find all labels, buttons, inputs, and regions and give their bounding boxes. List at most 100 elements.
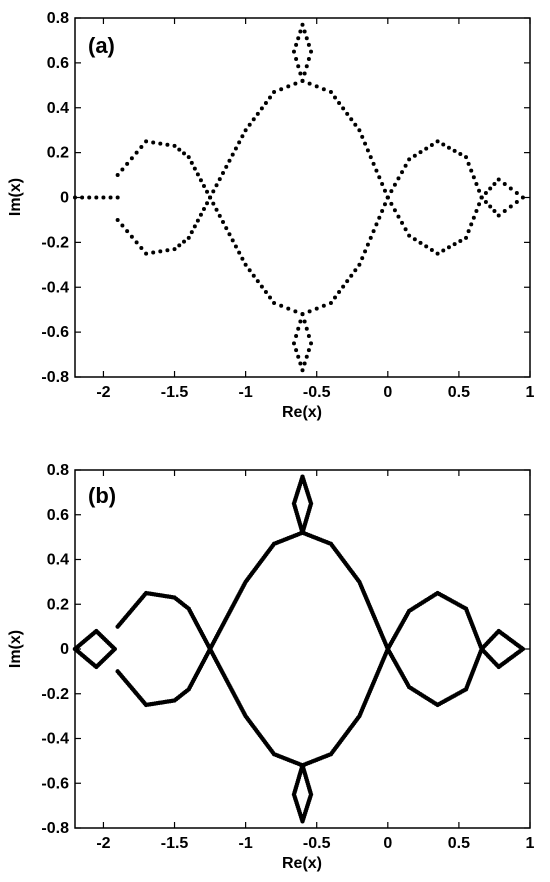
x-tick-label: -2	[96, 835, 110, 852]
data-point	[508, 186, 513, 191]
data-point	[488, 204, 493, 209]
data-point	[328, 90, 333, 95]
data-point	[259, 284, 264, 289]
data-point	[349, 273, 354, 278]
data-point	[429, 143, 434, 147]
data-point	[214, 207, 219, 212]
data-point	[502, 182, 507, 187]
data-point	[294, 348, 299, 353]
data-point	[80, 195, 85, 200]
data-point	[286, 84, 291, 89]
data-point	[172, 247, 177, 252]
data-point	[321, 87, 326, 92]
data-point	[306, 56, 311, 61]
x-tick-label: 0	[383, 835, 392, 852]
y-tick-label: -0.6	[41, 775, 69, 792]
x-axis-title: Re(x)	[282, 404, 322, 421]
data-point	[302, 71, 307, 76]
x-tick-label: -1	[239, 384, 253, 401]
y-tick-label: 0.2	[47, 596, 69, 613]
data-point	[247, 122, 252, 127]
data-point	[125, 161, 130, 166]
data-point	[182, 239, 187, 244]
x-tick-label: -1.5	[161, 384, 189, 401]
y-tick-label: 0.4	[47, 552, 69, 569]
data-point	[345, 111, 350, 116]
data-point	[165, 248, 170, 253]
data-point	[452, 242, 457, 247]
data-point	[400, 220, 405, 225]
data-point	[337, 290, 342, 295]
data-point	[412, 153, 417, 158]
data-point	[101, 195, 106, 200]
data-point	[240, 134, 245, 139]
data-point	[446, 145, 451, 150]
data-point	[300, 312, 305, 317]
data-point	[424, 244, 429, 249]
data-point	[389, 201, 394, 206]
data-point	[368, 235, 373, 240]
data-point	[392, 182, 397, 187]
data-point	[321, 303, 326, 308]
y-tick-label: 0.8	[47, 10, 69, 27]
data-point	[306, 42, 311, 47]
data-point	[337, 100, 342, 105]
plot-frame	[74, 17, 531, 378]
data-point	[214, 183, 219, 188]
data-point	[520, 195, 525, 200]
data-point	[192, 166, 197, 171]
panel-label: (b)	[88, 483, 116, 508]
data-point	[201, 207, 206, 212]
data-point	[151, 250, 156, 255]
data-point	[296, 354, 301, 359]
y-axis-ticks: 0.8 0.6 0.4 0.2 0 -0.2 -0.4 -0.6 -0.8	[41, 462, 530, 837]
data-point	[477, 188, 482, 193]
x-tick-label: -0.5	[303, 384, 331, 401]
data-point	[314, 306, 319, 311]
data-point	[479, 195, 484, 200]
data-point	[403, 227, 408, 232]
data-point	[263, 100, 268, 105]
data-point	[474, 208, 479, 213]
data-point	[300, 530, 305, 535]
y-tick-label: -0.8	[41, 820, 69, 837]
data-point	[357, 262, 362, 267]
x-tick-label: -0.5	[303, 835, 331, 852]
data-point	[227, 158, 232, 163]
data-point	[286, 306, 291, 311]
data-point	[396, 214, 401, 219]
data-point	[272, 300, 277, 305]
data-point	[237, 250, 242, 255]
y-tick-label: -0.4	[41, 731, 69, 748]
data-point	[195, 172, 200, 177]
data-point	[458, 239, 463, 244]
data-point	[365, 242, 370, 247]
data-point	[198, 178, 203, 183]
data-point	[389, 189, 394, 194]
data-point	[452, 148, 457, 153]
data-point	[446, 245, 451, 250]
data-point	[368, 155, 373, 160]
data-point	[186, 235, 191, 240]
data-point	[345, 279, 350, 284]
data-point	[377, 215, 382, 220]
data-point	[341, 284, 346, 289]
data-point	[441, 248, 446, 253]
data-point	[293, 81, 298, 86]
data-point	[466, 161, 471, 166]
data-point	[125, 229, 130, 234]
data-point	[296, 64, 301, 69]
x-tick-label: 1	[526, 384, 535, 401]
data-point	[441, 142, 446, 147]
data-point	[158, 141, 163, 146]
data-point	[129, 156, 134, 161]
data-point	[177, 147, 182, 152]
data-point	[189, 160, 194, 165]
data-point	[172, 143, 177, 148]
data-point	[298, 361, 303, 366]
data-point	[115, 195, 120, 200]
data-point	[477, 202, 482, 207]
data-point	[151, 140, 156, 145]
x-axis-title: Re(x)	[282, 855, 322, 872]
